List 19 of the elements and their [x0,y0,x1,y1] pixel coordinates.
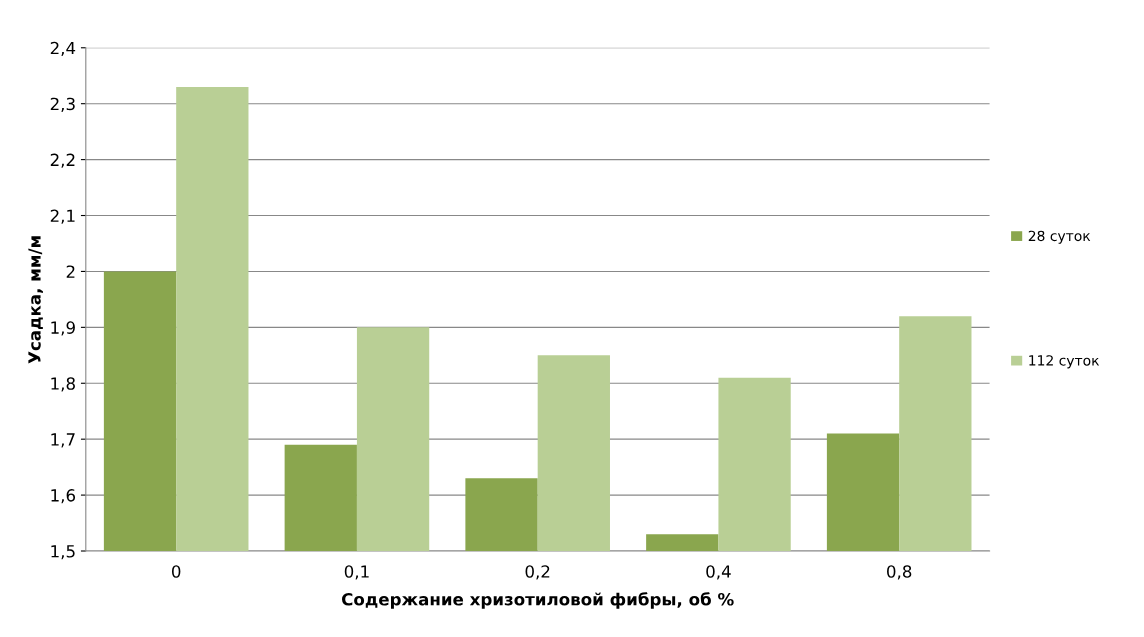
y-tick-label: 2,2 [50,153,75,168]
y-tick-label: 1,9 [51,321,75,336]
legend-label: 112 суток [1029,355,1100,369]
y-tick-label: 1,8 [51,377,75,392]
y-tick-label: 2,3 [50,97,75,112]
x-tick-label: 0,8 [887,565,912,580]
x-tick-label: 0,2 [525,565,550,580]
y-axis-title: Усадка, мм/м [28,236,43,364]
x-tick-label: 0 [171,565,181,578]
y-tick-label: 1,7 [51,433,75,448]
x-axis-title: Содержание хризотиловой фибры, об % [341,592,734,609]
x-tick-label: 0,1 [344,565,369,580]
x-tick-label: 0,4 [706,565,731,580]
y-tick-label: 2,1 [50,209,75,224]
y-tick-label: 2 [66,265,75,278]
legend-label: 28 суток [1028,230,1091,244]
y-tick-label: 1,5 [51,545,75,560]
y-tick-label: 1,6 [51,489,76,504]
y-tick-label: 2,4 [50,41,76,57]
